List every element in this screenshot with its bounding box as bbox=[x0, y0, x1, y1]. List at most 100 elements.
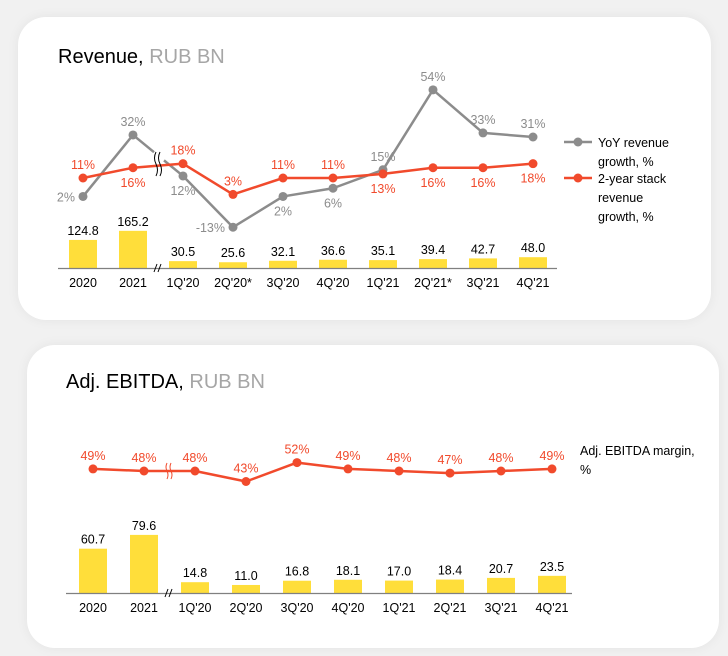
revenue-series-1-data-label: 18% bbox=[170, 144, 195, 158]
revenue-title: Revenue, RUB BN bbox=[58, 46, 225, 69]
ebitda-series-0-segment bbox=[194, 469, 247, 483]
ebitda-bar bbox=[283, 580, 311, 593]
revenue-title-unit: RUB BN bbox=[149, 46, 225, 68]
revenue-series-0-segment bbox=[232, 195, 284, 229]
ebitda-series-0-marker bbox=[394, 466, 404, 476]
ebitda-bar bbox=[79, 548, 107, 593]
revenue-bar-label: 42.7 bbox=[471, 242, 495, 256]
revenue-bar-label: 165.2 bbox=[117, 215, 148, 229]
revenue-axis-break-mark bbox=[153, 263, 158, 273]
revenue-bar-label: 48.0 bbox=[521, 241, 545, 255]
ebitda-series-0-marker bbox=[241, 477, 251, 486]
ebitda-series-0-marker bbox=[445, 468, 455, 478]
ebitda-series-0-marker bbox=[139, 466, 149, 476]
revenue-series-1-segment bbox=[382, 166, 434, 176]
ebitda-series-0-segment bbox=[347, 467, 400, 473]
ebitda-tick-label: 1Q'21 bbox=[383, 601, 416, 615]
ebitda-tick-label: 4Q'20 bbox=[332, 601, 365, 615]
revenue-line-break-mark bbox=[158, 151, 162, 177]
ebitda-legend-text: Adj. EBITDA margin, bbox=[580, 444, 695, 458]
ebitda-line-break-mark bbox=[169, 462, 173, 480]
ebitda-tick-label: 2Q'21 bbox=[434, 601, 467, 615]
revenue-bar-label: 36.6 bbox=[321, 244, 345, 258]
revenue-legend-text: growth, % bbox=[598, 210, 654, 224]
revenue-tick-label: 2Q'21* bbox=[414, 276, 452, 290]
ebitda-axis-break-mark bbox=[168, 588, 173, 598]
revenue-series-0-segment bbox=[82, 134, 134, 198]
ebitda-bar-label: 23.5 bbox=[540, 560, 564, 574]
revenue-series-0-data-label: 2% bbox=[274, 204, 292, 218]
revenue-series-1-segment bbox=[232, 176, 284, 196]
ebitda-bar-label: 20.7 bbox=[489, 562, 513, 576]
revenue-series-1-marker bbox=[478, 163, 488, 173]
revenue-series-1-marker bbox=[528, 159, 538, 169]
ebitda-bar bbox=[232, 584, 260, 593]
revenue-series-1-marker bbox=[278, 173, 288, 183]
revenue-series-0-segment bbox=[432, 88, 484, 134]
revenue-bar-label: 32.1 bbox=[271, 245, 295, 259]
revenue-tick-label: 4Q'20 bbox=[317, 276, 350, 290]
revenue-series-1-segment bbox=[132, 162, 184, 169]
revenue-series-1-data-label: 11% bbox=[71, 158, 95, 172]
revenue-series-1-data-label: 16% bbox=[470, 176, 495, 190]
ebitda-tick-label: 1Q'20 bbox=[179, 601, 212, 615]
revenue-bar bbox=[419, 259, 447, 268]
revenue-series-0-data-label: 31% bbox=[520, 117, 545, 131]
ebitda-bar bbox=[130, 534, 158, 593]
ebitda-title: Adj. EBITDA, RUB BN bbox=[66, 371, 265, 394]
revenue-tick-label: 3Q'20 bbox=[267, 276, 300, 290]
revenue-bar-label: 25.6 bbox=[221, 246, 245, 260]
revenue-bar bbox=[219, 262, 247, 268]
revenue-bar bbox=[319, 259, 347, 268]
ebitda-series-0-data-label: 49% bbox=[335, 449, 360, 463]
ebitda-bar-label: 14.8 bbox=[183, 566, 207, 580]
revenue-series-1-marker bbox=[228, 189, 238, 199]
revenue-series-0-data-label: 12% bbox=[170, 184, 195, 198]
ebitda-bar-label: 16.8 bbox=[285, 565, 309, 579]
revenue-bar-label: 39.4 bbox=[421, 243, 445, 257]
ebitda-card bbox=[27, 345, 719, 648]
revenue-bar bbox=[269, 260, 297, 268]
revenue-series-1-marker bbox=[78, 173, 88, 183]
ebitda-axis-break-mark bbox=[164, 588, 169, 598]
revenue-series-0-marker bbox=[428, 85, 438, 95]
revenue-bar-label: 124.8 bbox=[67, 224, 98, 238]
ebitda-tick-label: 3Q'21 bbox=[485, 601, 518, 615]
revenue-bar bbox=[119, 230, 147, 268]
revenue-series-1-marker bbox=[378, 169, 388, 179]
ebitda-series-0-data-label: 48% bbox=[488, 451, 513, 465]
ebitda-series-0-data-label: 47% bbox=[437, 453, 462, 467]
revenue-series-0-data-label: 32% bbox=[120, 115, 145, 129]
ebitda-series-0-data-label: 52% bbox=[284, 443, 309, 457]
revenue-line-break-mark bbox=[154, 151, 158, 177]
ebitda-series-0-data-label: 49% bbox=[80, 449, 105, 463]
revenue-legend-marker bbox=[573, 173, 583, 183]
ebitda-tick-label: 2020 bbox=[79, 601, 107, 615]
revenue-series-0-segment bbox=[381, 89, 435, 171]
revenue-series-0-data-label: 15% bbox=[370, 150, 395, 164]
revenue-series-0-marker bbox=[478, 128, 488, 138]
revenue-tick-label: 1Q'20 bbox=[167, 276, 200, 290]
revenue-tick-label: 3Q'21 bbox=[467, 276, 500, 290]
revenue-series-1-segment bbox=[482, 162, 534, 169]
ebitda-bar-label: 17.0 bbox=[387, 565, 411, 579]
revenue-series-0-marker bbox=[528, 132, 538, 142]
ebitda-line-break-mark bbox=[165, 462, 169, 480]
ebitda-bar-label: 79.6 bbox=[132, 519, 156, 533]
revenue-series-0-data-label: 54% bbox=[420, 70, 445, 84]
revenue-series-0-segment bbox=[282, 187, 334, 198]
revenue-series-1-data-label: 16% bbox=[120, 176, 145, 190]
ebitda-bar bbox=[385, 580, 413, 593]
ebitda-series-0-data-label: 48% bbox=[386, 451, 411, 465]
ebitda-legend-text: % bbox=[580, 463, 591, 477]
ebitda-bar bbox=[334, 579, 362, 593]
revenue-series-0-marker bbox=[78, 191, 88, 201]
revenue-series-0-segment bbox=[482, 131, 534, 139]
revenue-legend-text: growth, % bbox=[598, 155, 654, 169]
revenue-series-1-marker bbox=[428, 163, 438, 173]
revenue-series-0-data-label: 6% bbox=[324, 196, 342, 210]
ebitda-series-0-segment bbox=[500, 467, 553, 473]
revenue-series-0-segment bbox=[332, 168, 384, 190]
revenue-tick-label: 2020 bbox=[69, 276, 97, 290]
